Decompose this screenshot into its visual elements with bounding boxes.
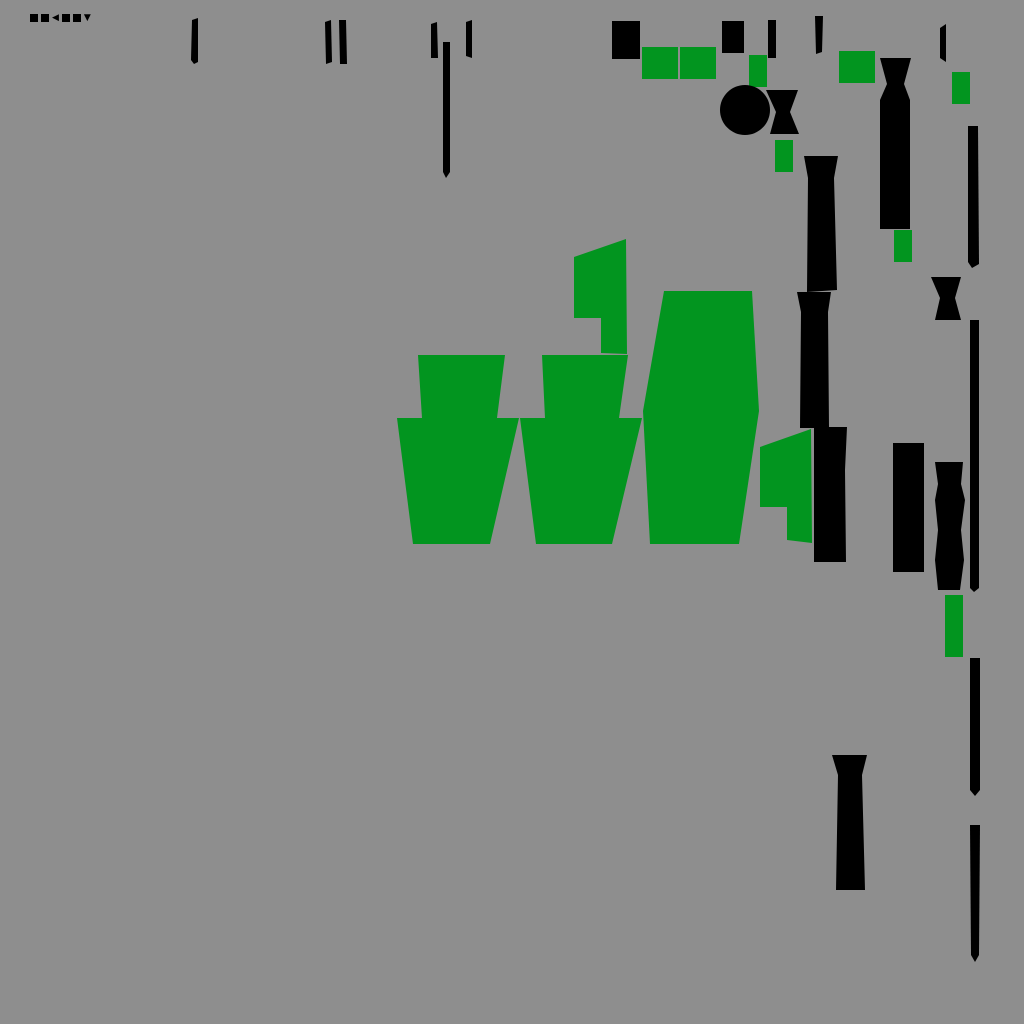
top-green-row xyxy=(642,47,970,657)
hud-arrow-down-icon: ▼ xyxy=(83,13,91,23)
twisted-column xyxy=(935,462,965,590)
pole xyxy=(431,22,438,58)
green-tile xyxy=(680,47,716,79)
green-flag-right xyxy=(760,429,812,543)
column xyxy=(814,427,847,562)
thin-column xyxy=(970,658,980,796)
green-block-left xyxy=(397,355,519,544)
column xyxy=(804,156,838,292)
green-tile xyxy=(839,51,875,83)
hud-block-icon xyxy=(30,14,38,22)
round-head-icon xyxy=(720,85,770,135)
pole xyxy=(191,18,198,64)
pole xyxy=(325,20,332,64)
hud-status-strip: ◀ ▼ xyxy=(30,13,91,23)
thin-column xyxy=(968,126,979,268)
green-tile xyxy=(945,595,963,657)
small-figure xyxy=(766,90,799,134)
column xyxy=(797,292,831,428)
hud-block-icon xyxy=(61,14,70,22)
green-block-middle xyxy=(520,355,642,544)
green-flag-top xyxy=(574,239,627,354)
thin-column xyxy=(970,825,980,962)
pole xyxy=(466,20,472,58)
block xyxy=(722,21,744,53)
pole xyxy=(768,20,776,58)
black-figures xyxy=(191,16,980,962)
block xyxy=(893,443,924,572)
block xyxy=(612,21,640,59)
green-tile xyxy=(775,140,793,172)
green-tile xyxy=(894,230,912,262)
hud-block-icon xyxy=(41,14,49,22)
tall-column xyxy=(880,58,911,229)
column xyxy=(832,755,867,890)
green-structure xyxy=(397,239,812,544)
pole xyxy=(815,16,823,54)
green-tile xyxy=(642,47,678,79)
pole xyxy=(940,24,946,62)
pole-tall xyxy=(443,42,450,178)
green-tile xyxy=(952,72,970,104)
hud-block-icon xyxy=(72,14,81,22)
pole xyxy=(339,20,347,64)
hud-arrow-left-icon: ◀ xyxy=(52,13,59,23)
green-block-tall xyxy=(643,291,759,544)
small-cup xyxy=(931,277,961,320)
thin-column xyxy=(970,320,979,592)
green-tile xyxy=(749,55,767,87)
